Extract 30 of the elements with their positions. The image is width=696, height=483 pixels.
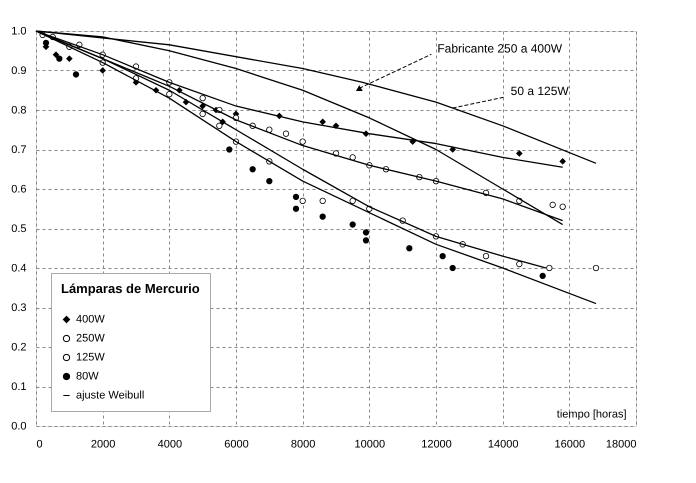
x-tick-label: 14000 [488,438,518,450]
x-axis-title: tiempo [horas] [556,408,626,420]
annotation: Fabricante 250 a 400W [437,41,563,56]
y-tick-label: 0.2 [11,342,26,354]
legend-label: 250W [76,332,106,344]
y-tick-label: 0.6 [11,184,26,196]
y-tick-label: 0.1 [11,381,26,393]
legend-label: 80W [76,370,100,382]
y-tick-label: 0.0 [11,420,26,432]
y-tick-label: 0.7 [11,144,26,156]
x-tick-label: 0 [36,438,43,450]
y-tick-label: 1.0 [11,26,26,38]
x-tick-label: 4000 [158,438,182,450]
x-tick-label: 18000 [606,438,636,450]
legend-title: Lámparas de Mercurio [61,281,200,296]
legend-label: 400W [76,314,106,326]
y-tick-label: 0.8 [11,104,26,116]
x-tick-label: 6000 [224,438,249,450]
legend-label: 125W [76,352,106,364]
legend-label: ajuste Weibull [76,390,144,402]
y-tick-label: 0.3 [11,302,26,314]
y-tick-label: 0.4 [11,262,26,274]
annotation: 50 a 125W [510,84,570,98]
y-tick-label: 0.9 [11,65,26,77]
x-tick-label: 12000 [421,438,452,450]
y-tick-label: 0.5 [11,223,26,235]
x-tick-label: 2000 [90,438,116,450]
x-tick-label: 8000 [290,438,316,450]
x-tick-label: 10000 [354,438,386,450]
x-tick-label: 16000 [554,438,586,450]
